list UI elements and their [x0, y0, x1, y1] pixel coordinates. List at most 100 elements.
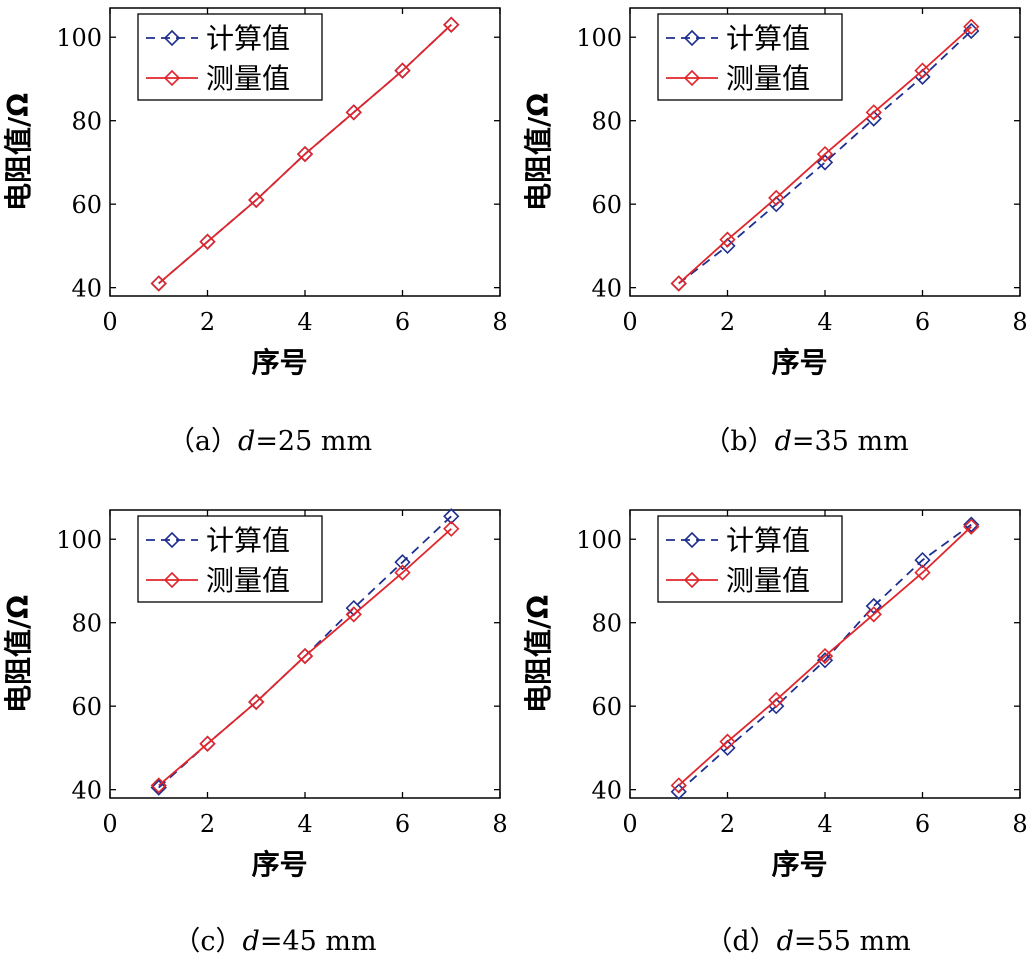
- x-axis-title: 序号: [252, 346, 308, 379]
- data-point-measured: [914, 564, 931, 581]
- caption-open-paren: （: [705, 926, 732, 953]
- legend-label: 计算值: [206, 524, 290, 557]
- data-point-measured: [443, 520, 460, 537]
- y-tick-label: 100: [56, 526, 102, 554]
- y-axis-title: 电阻值/Ω: [2, 93, 35, 211]
- y-tick-label: 60: [71, 693, 102, 721]
- data-point-calculated: [914, 551, 931, 569]
- x-axis-title: 序号: [772, 848, 828, 881]
- data-point-calculated: [150, 779, 167, 796]
- data-point-measured: [248, 191, 265, 209]
- x-tick-label: 4: [817, 810, 832, 838]
- legend-box: [137, 515, 323, 603]
- legend-label: 测量值: [726, 62, 810, 95]
- caption-open-paren: （: [703, 426, 730, 457]
- series-line-measured: [678, 26, 972, 285]
- y-tick-label: 60: [71, 191, 102, 219]
- panel-caption: （b）d=35 mm: [703, 426, 908, 457]
- x-tick-label: 2: [200, 810, 215, 838]
- caption-close-paren: ）: [748, 426, 775, 457]
- data-point-measured: [768, 691, 785, 709]
- legend-label: 计算值: [726, 22, 810, 55]
- data-point-measured: [345, 104, 362, 121]
- y-tick-label: 80: [591, 610, 622, 638]
- caption-letter: d: [732, 926, 749, 953]
- legend-box: [657, 13, 843, 101]
- data-point-calculated: [963, 516, 980, 533]
- y-tick-label: 40: [591, 275, 622, 303]
- x-tick-label: 0: [102, 810, 117, 838]
- legend-marker: [683, 29, 701, 47]
- x-tick-label: 6: [915, 308, 930, 336]
- caption-open-paren: （: [168, 426, 195, 457]
- caption-close-paren: ）: [211, 426, 238, 457]
- x-tick-label: 2: [720, 308, 735, 336]
- data-point-measured: [199, 233, 216, 250]
- x-tick-label: 0: [622, 810, 637, 838]
- legend-marker: [683, 531, 701, 549]
- series-line-measured: [158, 528, 452, 787]
- caption-letter: b: [730, 426, 747, 457]
- legend-label: 计算值: [726, 524, 810, 557]
- x-axis-title: 序号: [772, 346, 828, 379]
- data-point-measured: [670, 275, 687, 292]
- series-line-measured: [678, 526, 972, 787]
- y-tick-label: 100: [576, 24, 622, 52]
- data-point-calculated: [443, 508, 460, 525]
- caption-letter: a: [195, 426, 211, 457]
- data-point-measured: [816, 647, 834, 665]
- legend-box: [657, 515, 843, 603]
- x-tick-label: 2: [720, 810, 735, 838]
- series-line-measured: [158, 24, 452, 285]
- x-tick-label: 8: [1012, 810, 1027, 838]
- data-point-measured: [394, 62, 411, 79]
- x-tick-label: 4: [297, 810, 312, 838]
- panel-caption: （c）d=45 mm: [173, 926, 376, 953]
- caption-variable: d: [777, 926, 794, 953]
- data-point-measured: [345, 606, 362, 623]
- y-tick-label: 80: [71, 108, 102, 136]
- caption-close-paren: ）: [750, 926, 777, 953]
- legend-marker: [683, 69, 701, 87]
- legend-marker: [163, 571, 181, 589]
- y-axis-title: 电阻值/Ω: [2, 595, 35, 713]
- caption-value: =45 mm: [260, 926, 377, 953]
- caption-close-paren: ）: [216, 926, 243, 953]
- legend-label: 测量值: [726, 564, 810, 597]
- x-axis-title: 序号: [252, 848, 308, 881]
- data-point-measured: [963, 518, 980, 535]
- data-point-measured: [443, 16, 460, 33]
- legend-label: 测量值: [206, 62, 290, 95]
- data-point-measured: [296, 145, 314, 163]
- caption-variable: d: [238, 426, 255, 457]
- data-point-measured: [914, 62, 931, 79]
- y-tick-label: 40: [591, 777, 622, 805]
- data-point-measured: [248, 693, 265, 711]
- x-tick-label: 8: [492, 810, 507, 838]
- caption-variable: d: [243, 926, 260, 953]
- caption-value: =55 mm: [794, 926, 911, 953]
- panel-caption: （d）d=55 mm: [705, 926, 910, 953]
- caption-variable: d: [775, 426, 792, 457]
- y-tick-label: 80: [71, 610, 102, 638]
- data-point-measured: [150, 777, 167, 794]
- data-point-measured: [719, 231, 736, 248]
- x-tick-label: 0: [622, 308, 637, 336]
- data-point-measured: [719, 733, 736, 750]
- data-point-measured: [768, 189, 785, 207]
- y-tick-label: 100: [56, 24, 102, 52]
- data-point-calculated: [394, 554, 411, 571]
- legend-marker: [163, 69, 181, 87]
- legend-marker: [683, 571, 701, 589]
- data-point-measured: [670, 777, 687, 794]
- data-point-calculated: [865, 597, 882, 615]
